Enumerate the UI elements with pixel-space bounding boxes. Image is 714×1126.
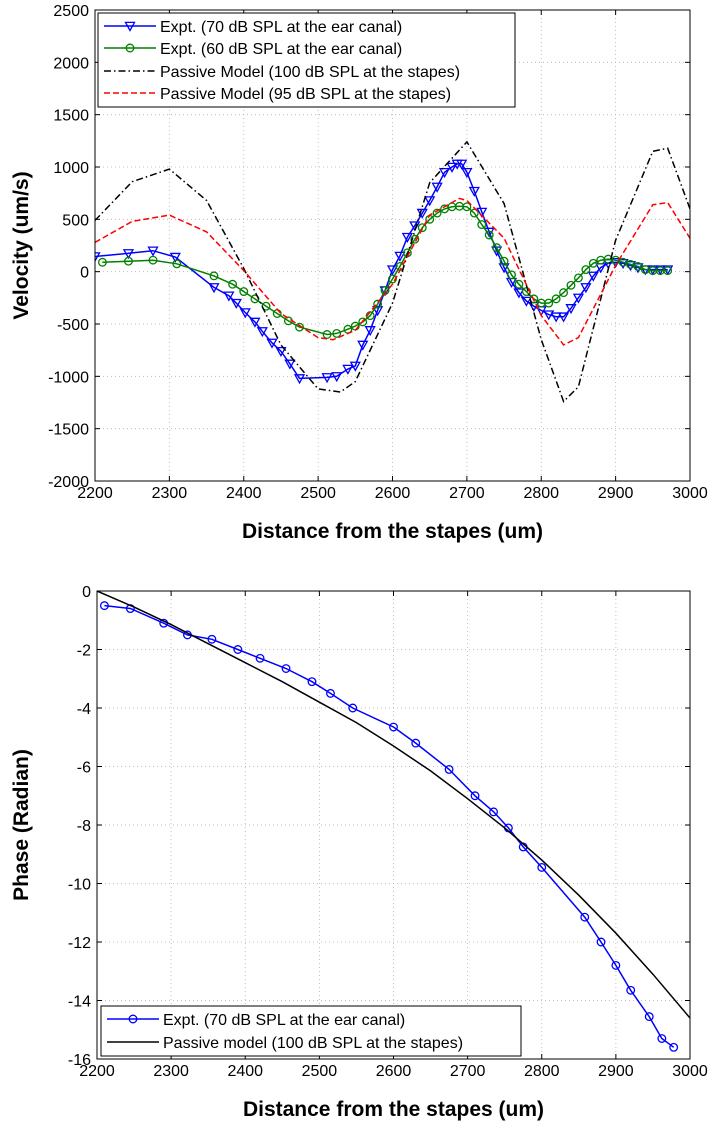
legend-label: Passive Model (100 dB SPL at the stapes) bbox=[160, 64, 460, 81]
x-tick-label: 2300 bbox=[153, 1063, 189, 1080]
y-tick-label: 1000 bbox=[53, 160, 89, 177]
y-tick-label: -14 bbox=[68, 994, 91, 1011]
x-tick-label: 3000 bbox=[672, 485, 708, 502]
y-tick-label: 1500 bbox=[53, 108, 89, 125]
x-tick-label: 3000 bbox=[672, 1063, 708, 1080]
y-tick-label: 500 bbox=[62, 212, 89, 229]
y-tick-label: -4 bbox=[77, 701, 91, 718]
legend: Expt. (70 dB SPL at the ear canal) Expt. … bbox=[98, 13, 515, 107]
x-tick-label: 2600 bbox=[376, 1063, 412, 1080]
y-tick-label: 2500 bbox=[53, 3, 89, 20]
plot-area bbox=[97, 591, 690, 1051]
plot-area bbox=[91, 142, 691, 402]
x-tick-label: 2700 bbox=[449, 485, 485, 502]
series-line-1 bbox=[104, 606, 673, 1048]
legend: Expt. (70 dB SPL at the ear canal) Passiv… bbox=[101, 1006, 521, 1056]
y-tick-label: -500 bbox=[57, 317, 89, 334]
y-tick-label: -8 bbox=[77, 818, 91, 835]
legend-label: Expt. (70 dB SPL at the ear canal) bbox=[163, 1012, 405, 1029]
y-tick-label: -12 bbox=[68, 935, 91, 952]
x-tick-label: 2300 bbox=[152, 485, 188, 502]
y-tick-label: -16 bbox=[68, 1052, 91, 1069]
y-tick-label: -6 bbox=[77, 760, 91, 777]
x-tick-label: 2900 bbox=[598, 1063, 634, 1080]
y-axis-label: Velocity (um/s) bbox=[10, 171, 33, 319]
x-tick-label: 2500 bbox=[300, 485, 336, 502]
x-tick-label: 2600 bbox=[375, 485, 411, 502]
x-axis-label: Distance from the stapes (um) bbox=[243, 1098, 544, 1121]
series-line-2 bbox=[102, 206, 667, 334]
x-tick-label: 2800 bbox=[524, 1063, 560, 1080]
x-tick-label: 2400 bbox=[227, 1063, 263, 1080]
x-axis-label: Distance from the stapes (um) bbox=[242, 520, 543, 543]
y-axis-label: Phase (Radian) bbox=[10, 749, 33, 901]
x-tick-label: 2400 bbox=[226, 485, 262, 502]
y-tick-label: -1500 bbox=[48, 422, 89, 439]
x-tick-label: 2500 bbox=[302, 1063, 338, 1080]
x-tick-label: 2700 bbox=[450, 1063, 486, 1080]
legend-label: Expt. (70 dB SPL at the ear canal) bbox=[160, 19, 402, 36]
y-tick-label: -10 bbox=[68, 877, 91, 894]
legend-label: Expt. (60 dB SPL at the ear canal) bbox=[160, 41, 402, 58]
y-tick-label: 0 bbox=[82, 584, 91, 601]
chart-2: 2200 2300 2400 2500 2600 2700 2800 2900 3000 -16 -… bbox=[10, 584, 708, 1121]
y-tick-label: -2000 bbox=[48, 474, 89, 491]
y-tick-label: -2 bbox=[77, 643, 91, 660]
y-tick-label: 0 bbox=[80, 265, 89, 282]
y-tick-label: 2000 bbox=[53, 55, 89, 72]
legend-label: Passive model (100 dB SPL at the stapes) bbox=[163, 1035, 463, 1052]
chart-1: 2200 2300 2400 2500 2600 2700 2800 2900 3000 -200… bbox=[10, 3, 708, 543]
legend-label: Passive Model (95 dB SPL at the stapes) bbox=[160, 86, 451, 103]
x-tick-label: 2800 bbox=[523, 485, 559, 502]
y-tick-label: -1000 bbox=[48, 369, 89, 386]
x-tick-label: 2900 bbox=[598, 485, 634, 502]
